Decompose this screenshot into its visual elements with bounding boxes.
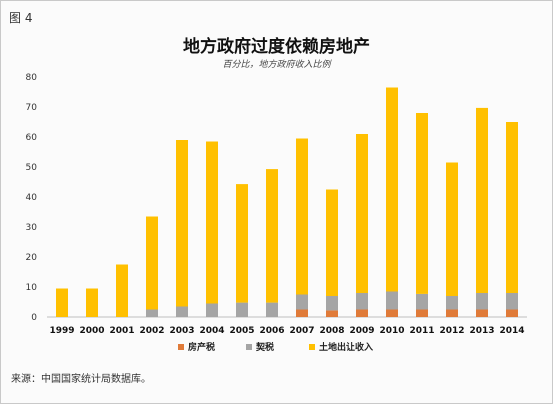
bar-segment-3-2014 xyxy=(506,122,518,293)
x-tick-label: 2000 xyxy=(79,326,104,336)
x-tick-label: 2014 xyxy=(499,326,524,336)
bar-segment-3-2011 xyxy=(416,113,428,294)
legend-swatch xyxy=(246,344,252,350)
bar-segment-3-2010 xyxy=(386,87,398,292)
y-tick-label: 0 xyxy=(31,313,37,323)
bar-segment-1-2012 xyxy=(446,309,458,317)
bar-segment-2-2012 xyxy=(446,296,458,310)
figure-label: 图 4 xyxy=(9,11,33,25)
bar-segment-2-2009 xyxy=(356,293,368,310)
bar-segment-1-2009 xyxy=(356,309,368,317)
y-tick-label: 30 xyxy=(26,223,38,233)
x-tick-label: 2009 xyxy=(349,326,374,336)
x-tick-label: 2010 xyxy=(379,326,404,336)
x-tick-label: 2004 xyxy=(199,326,224,336)
legend-swatch xyxy=(309,344,315,350)
bar-segment-2-2004 xyxy=(206,303,218,317)
bar-segment-2-2010 xyxy=(386,291,398,310)
bar-segment-3-2009 xyxy=(356,134,368,293)
legend-swatch xyxy=(178,344,184,350)
bar-segment-2-2003 xyxy=(176,306,188,317)
bar-segment-2-2002 xyxy=(146,309,158,317)
bar-segment-2-2006 xyxy=(266,302,278,317)
source-note: 来源：中国国家统计局数据库。 xyxy=(11,374,151,385)
legend-label: 土地出让收入 xyxy=(319,341,373,353)
x-tick-label: 2008 xyxy=(319,326,344,336)
x-tick-label: 2013 xyxy=(469,326,494,336)
bar-segment-2-2011 xyxy=(416,293,428,310)
bar-segment-1-2011 xyxy=(416,309,428,317)
bar-segment-1-2007 xyxy=(296,309,308,317)
y-tick-label: 50 xyxy=(26,163,38,173)
bar-segment-2-2005 xyxy=(236,302,248,317)
bar-segment-1-2008 xyxy=(326,310,338,317)
bar-segment-1-2010 xyxy=(386,309,398,317)
y-tick-label: 70 xyxy=(26,103,38,113)
bar-segment-3-2001 xyxy=(116,264,128,317)
bar-segment-3-2013 xyxy=(476,107,488,294)
bar-segment-3-2008 xyxy=(326,189,338,296)
bar-segment-2-2007 xyxy=(296,294,308,310)
x-axis: 1999 2000 2001 2002 2003 2004 2005 2006 2007 2008… xyxy=(49,326,524,336)
bar-segment-3-2004 xyxy=(206,141,218,304)
x-tick-label: 2002 xyxy=(139,326,164,336)
bars xyxy=(56,87,518,317)
bar-segment-1-2014 xyxy=(506,309,518,317)
bar-segment-2-2014 xyxy=(506,293,518,310)
legend-label: 房产税 xyxy=(188,341,215,353)
x-tick-label: 2003 xyxy=(169,326,194,336)
x-tick-label: 2012 xyxy=(439,326,464,336)
x-tick-label: 2006 xyxy=(259,326,284,336)
chart-subtitle: 百分比，地方政府收入比例 xyxy=(222,60,331,70)
y-tick-label: 40 xyxy=(26,193,38,203)
bar-segment-3-1999 xyxy=(56,288,68,317)
chart-title: 地方政府过度依赖房地产 xyxy=(183,37,370,57)
bar-segment-3-2006 xyxy=(266,169,278,303)
bar-segment-2-2008 xyxy=(326,296,338,311)
y-tick-label: 10 xyxy=(26,283,38,293)
x-tick-label: 2007 xyxy=(289,326,314,336)
y-tick-label: 60 xyxy=(26,133,38,143)
x-tick-label: 2011 xyxy=(409,326,434,336)
x-tick-label: 1999 xyxy=(49,326,74,336)
bar-segment-3-2005 xyxy=(236,184,248,303)
bar-segment-3-2003 xyxy=(176,140,188,307)
bar-segment-3-2000 xyxy=(86,288,98,317)
bar-segment-3-2012 xyxy=(446,162,458,296)
y-tick-label: 80 xyxy=(26,73,38,83)
x-tick-label: 2001 xyxy=(109,326,134,336)
x-tick-label: 2005 xyxy=(229,326,254,336)
bar-segment-2-2013 xyxy=(476,293,488,310)
bar-segment-1-2013 xyxy=(476,309,488,317)
y-tick-label: 20 xyxy=(26,253,38,263)
bar-segment-3-2007 xyxy=(296,138,308,295)
legend-label: 契税 xyxy=(255,341,274,353)
legend: 房产税 契税 土地出让收入 xyxy=(178,341,373,353)
bar-segment-3-2002 xyxy=(146,216,158,310)
